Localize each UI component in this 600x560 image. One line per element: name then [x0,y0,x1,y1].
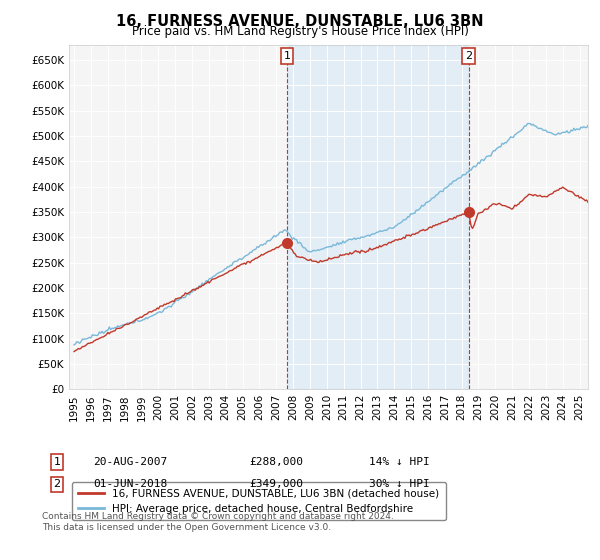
Text: 2: 2 [53,479,61,489]
Text: 2: 2 [465,51,472,61]
Text: £288,000: £288,000 [249,457,303,467]
Text: 1: 1 [53,457,61,467]
Text: 01-JUN-2018: 01-JUN-2018 [93,479,167,489]
Text: £349,000: £349,000 [249,479,303,489]
Text: Contains HM Land Registry data © Crown copyright and database right 2024.
This d: Contains HM Land Registry data © Crown c… [42,512,394,532]
Text: 16, FURNESS AVENUE, DUNSTABLE, LU6 3BN: 16, FURNESS AVENUE, DUNSTABLE, LU6 3BN [116,14,484,29]
Text: Price paid vs. HM Land Registry's House Price Index (HPI): Price paid vs. HM Land Registry's House … [131,25,469,38]
Text: 30% ↓ HPI: 30% ↓ HPI [369,479,430,489]
Legend: 16, FURNESS AVENUE, DUNSTABLE, LU6 3BN (detached house), HPI: Average price, det: 16, FURNESS AVENUE, DUNSTABLE, LU6 3BN (… [71,482,446,520]
Text: 20-AUG-2007: 20-AUG-2007 [93,457,167,467]
Text: 1: 1 [283,51,290,61]
Text: 14% ↓ HPI: 14% ↓ HPI [369,457,430,467]
